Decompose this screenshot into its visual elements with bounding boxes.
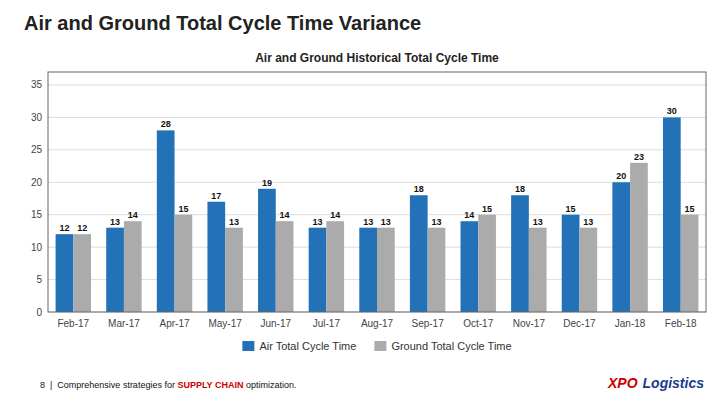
footer-text: optimization.	[243, 380, 296, 390]
legend: Air Total Cycle Time Ground Total Cycle T…	[242, 340, 511, 352]
grid-line	[48, 84, 706, 85]
x-tick-label: Feb-17	[57, 318, 89, 329]
bar	[529, 228, 547, 312]
bar	[478, 215, 496, 312]
data-label: 12	[77, 223, 87, 233]
data-label: 20	[616, 171, 626, 181]
y-tick-label: 35	[31, 79, 43, 90]
legend-label: Ground Total Cycle Time	[391, 340, 511, 352]
title: Air and Ground Total Cycle Time Variance	[24, 12, 421, 34]
legend-swatch	[242, 341, 254, 351]
x-tick-label: Nov-17	[513, 318, 546, 329]
bar	[276, 221, 294, 312]
data-label: 15	[482, 204, 492, 214]
y-tick-label: 0	[36, 307, 42, 318]
data-label: 14	[330, 210, 340, 220]
bar	[359, 228, 377, 312]
grid-line	[48, 214, 706, 215]
data-label: 18	[414, 184, 424, 194]
data-label: 30	[667, 106, 677, 116]
grid-line	[48, 117, 706, 118]
plot-frame	[48, 72, 706, 312]
x-tick-label: May-17	[208, 318, 242, 329]
subtitle: Air and Ground Historical Total Cycle Ti…	[255, 51, 499, 65]
data-label: 13	[533, 217, 543, 227]
data-label: 14	[128, 210, 138, 220]
data-label: 13	[583, 217, 593, 227]
legend-label: Air Total Cycle Time	[259, 340, 356, 352]
footer-brand: XPO Logistics	[607, 375, 704, 391]
data-label: 13	[431, 217, 441, 227]
bar	[612, 182, 630, 312]
bar	[207, 202, 225, 312]
bar	[175, 215, 193, 312]
bar	[461, 221, 479, 312]
bar	[124, 221, 142, 312]
bar	[663, 117, 681, 312]
y-tick-label: 20	[31, 177, 43, 188]
legend-swatch	[374, 341, 386, 351]
bar	[630, 163, 648, 312]
data-label: 13	[363, 217, 373, 227]
y-tick-label: 10	[31, 242, 43, 253]
y-tick-label: 15	[31, 209, 43, 220]
bar	[157, 130, 175, 312]
x-tick-label: Dec-17	[563, 318, 596, 329]
y-tick-label: 30	[31, 112, 43, 123]
data-label: 14	[280, 210, 290, 220]
bar	[309, 228, 327, 312]
x-tick-label: Jan-18	[615, 318, 646, 329]
data-labels: 12 13 28 17 19 13 13 18 14 18 15 20 30 12 14 15 13 14 14 13…	[59, 106, 694, 233]
data-label: 18	[515, 184, 525, 194]
bar	[326, 221, 344, 312]
chart: Air and Ground Total Cycle Time Variance…	[0, 0, 720, 405]
data-label: 12	[59, 223, 69, 233]
footer-text: SUPPLY CHAIN	[177, 380, 243, 390]
x-tick-label: Jul-17	[313, 318, 341, 329]
x-tick-label: Sep-17	[411, 318, 444, 329]
x-tick-label: Apr-17	[160, 318, 190, 329]
data-label: 17	[211, 191, 221, 201]
bar	[106, 228, 124, 312]
bars	[56, 117, 699, 312]
bar	[428, 228, 446, 312]
y-tick-label: 5	[36, 274, 42, 285]
bar	[56, 234, 74, 312]
brand-text: XPO	[607, 375, 638, 391]
bar	[225, 228, 243, 312]
data-label: 23	[634, 152, 644, 162]
footer-text: 8 | Comprehensive strategies for	[40, 380, 177, 390]
bar	[681, 215, 699, 312]
bar	[511, 195, 529, 312]
bar	[410, 195, 428, 312]
bar	[562, 215, 580, 312]
x-tick-label: Feb-18	[665, 318, 697, 329]
bar	[579, 228, 597, 312]
data-label: 15	[685, 204, 695, 214]
data-label: 15	[178, 204, 188, 214]
grid-line	[48, 149, 706, 150]
x-tick-label: Jun-17	[260, 318, 291, 329]
data-label: 13	[313, 217, 323, 227]
grid-line	[48, 182, 706, 183]
x-tick-label: Mar-17	[108, 318, 140, 329]
bar	[377, 228, 395, 312]
bar	[258, 189, 276, 312]
y-tick-label: 25	[31, 144, 43, 155]
footer-left: 8 | Comprehensive strategies for SUPPLY …	[40, 380, 296, 390]
x-tick-label: Oct-17	[463, 318, 493, 329]
data-label: 13	[229, 217, 239, 227]
data-label: 15	[566, 204, 576, 214]
x-tick-label: Aug-17	[361, 318, 394, 329]
data-label: 14	[464, 210, 474, 220]
data-label: 13	[110, 217, 120, 227]
data-label: 13	[381, 217, 391, 227]
data-label: 28	[161, 119, 171, 129]
bar	[73, 234, 91, 312]
brand-text: Logistics	[643, 375, 705, 391]
data-label: 19	[262, 178, 272, 188]
